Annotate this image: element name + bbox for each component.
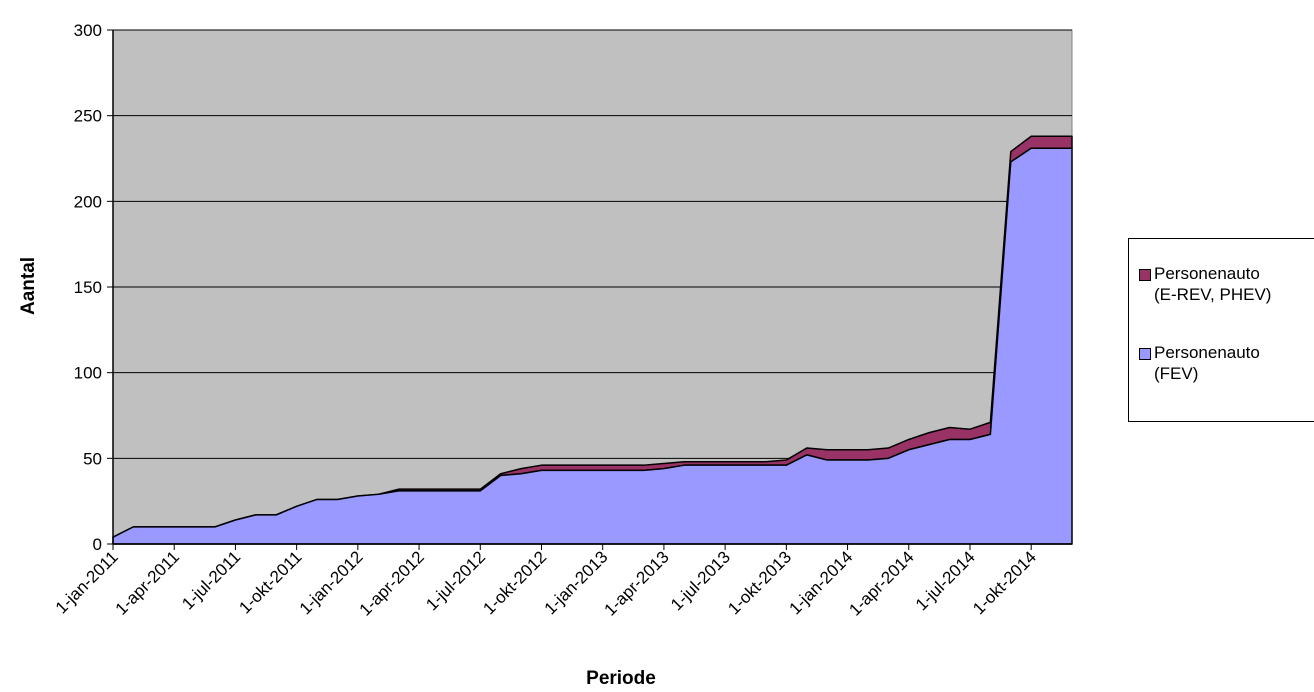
legend: Personenauto (E-REV, PHEV) Personenauto … — [1128, 238, 1314, 422]
x-tick-label-13: 1-apr-2014 — [845, 547, 917, 619]
x-tick-label-1: 1-apr-2011 — [112, 547, 183, 618]
legend-swatch-phev — [1139, 269, 1151, 281]
x-tick-label-3: 1-okt-2011 — [235, 547, 305, 617]
legend-label-phev-line2: (E-REV, PHEV) — [1154, 285, 1272, 304]
x-tick-label-5: 1-apr-2012 — [356, 547, 428, 619]
y-tick-label-200: 200 — [74, 192, 102, 211]
y-tick-label-100: 100 — [74, 364, 102, 383]
y-tick-label-0: 0 — [93, 535, 102, 554]
legend-label-phev: Personenauto (E-REV, PHEV) — [1154, 263, 1314, 305]
legend-label-fev: Personenauto (FEV) — [1154, 342, 1314, 384]
x-axis-title: Periode — [586, 668, 656, 689]
legend-label-fev-line2: (FEV) — [1154, 364, 1199, 383]
y-tick-label-150: 150 — [74, 278, 102, 297]
x-tick-label-11: 1-okt-2013 — [724, 547, 795, 618]
legend-label-phev-line1: Personenauto — [1154, 264, 1260, 283]
x-tick-label-9: 1-apr-2013 — [600, 547, 672, 619]
x-tick-label-7: 1-okt-2012 — [479, 547, 550, 618]
legend-label-fev-line1: Personenauto — [1154, 343, 1260, 362]
y-axis-title: Aantal — [18, 257, 39, 315]
legend-swatch-fev — [1139, 348, 1151, 360]
y-tick-label-250: 250 — [74, 107, 102, 126]
x-tick-label-15: 1-okt-2014 — [969, 547, 1040, 618]
x-tick-label-2: 1-jul-2011 — [178, 547, 244, 613]
y-tick-label-300: 300 — [74, 21, 102, 40]
y-tick-label-50: 50 — [83, 449, 102, 468]
series-area-fev — [112, 147, 1073, 545]
x-tick-label-0: 1-jan-2011 — [52, 547, 122, 617]
